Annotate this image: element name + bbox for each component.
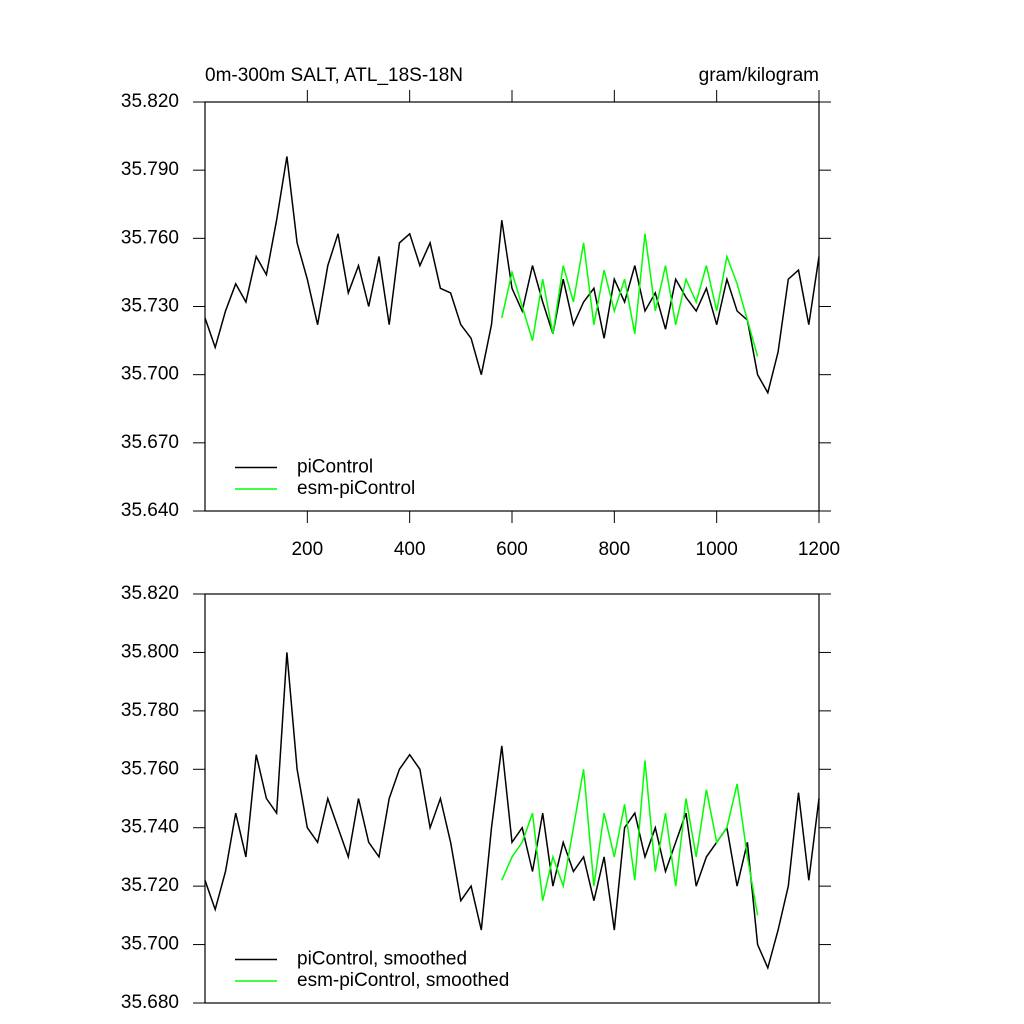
plot-frame xyxy=(204,593,820,1004)
y-tick-label: 35.820 xyxy=(121,91,179,112)
legend-label: esm-piControl xyxy=(297,478,415,499)
legend-label: piControl xyxy=(297,457,373,478)
y-tick-label: 35.700 xyxy=(121,934,179,955)
y-tick-label: 35.640 xyxy=(121,500,179,521)
y-tick-label: 35.720 xyxy=(121,875,179,896)
x-tick-label: 400 xyxy=(394,539,426,560)
y-tick-label: 35.700 xyxy=(121,364,179,385)
y-tick-label: 35.740 xyxy=(121,817,179,838)
y-tick-label: 35.800 xyxy=(121,641,179,662)
data-line xyxy=(204,652,820,971)
data-line xyxy=(501,760,759,916)
legend-label: esm-piControl, smoothed xyxy=(297,970,509,991)
y-tick-label: 35.730 xyxy=(121,296,179,317)
x-tick-label: 600 xyxy=(496,539,528,560)
data-line xyxy=(501,233,759,357)
legend-label: piControl, smoothed xyxy=(297,949,467,970)
y-tick-label: 35.760 xyxy=(121,227,179,248)
x-tick-label: 1200 xyxy=(798,539,840,560)
plot-frame xyxy=(204,101,820,512)
chart-title: 0m-300m SALT, ATL_18S-18N xyxy=(205,65,463,86)
x-tick-label: 1000 xyxy=(696,539,738,560)
x-tick-label: 800 xyxy=(598,539,630,560)
y-tick-label: 35.820 xyxy=(121,583,179,604)
y-tick-label: 35.780 xyxy=(121,700,179,721)
x-tick-label: 200 xyxy=(291,539,323,560)
y-tick-label: 35.680 xyxy=(121,992,179,1013)
y-tick-label: 35.670 xyxy=(121,432,179,453)
data-line xyxy=(204,156,820,395)
units-label: gram/kilogram xyxy=(699,65,819,86)
y-tick-label: 35.760 xyxy=(121,758,179,779)
y-tick-label: 35.790 xyxy=(121,159,179,180)
